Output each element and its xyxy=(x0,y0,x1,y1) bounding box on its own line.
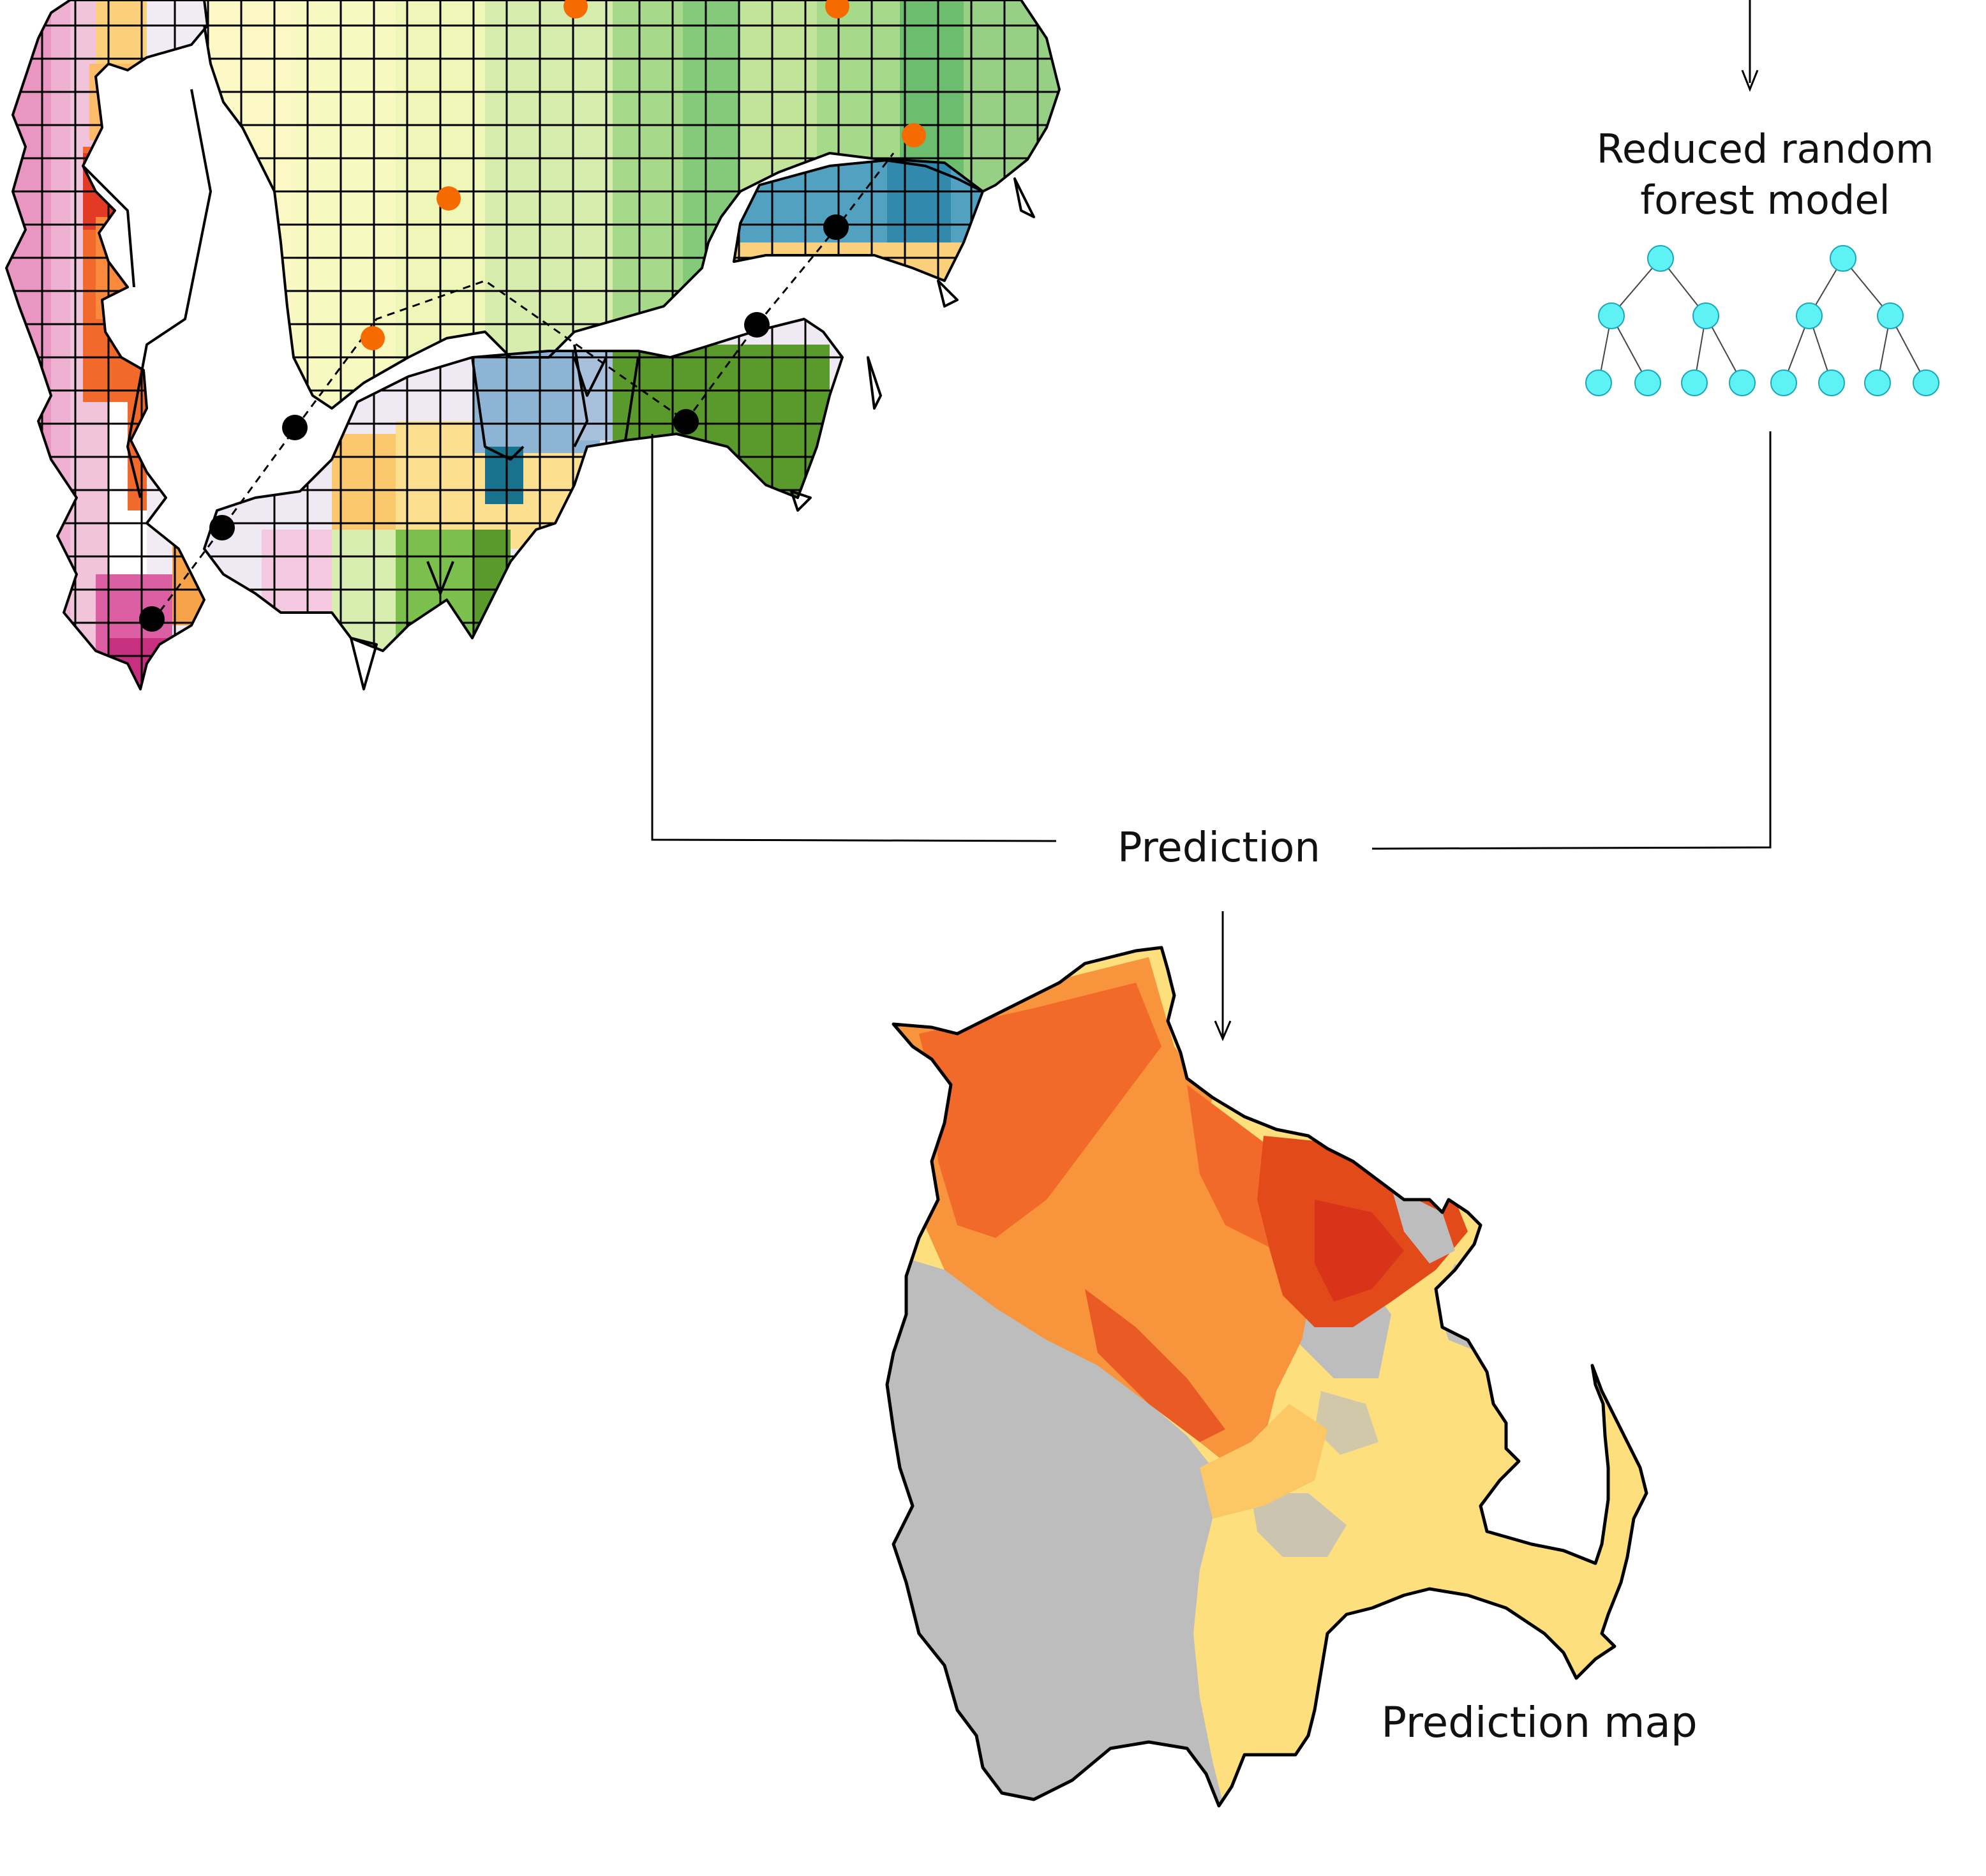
prediction-label: Prediction xyxy=(1117,824,1320,872)
prediction-map xyxy=(885,946,1648,1808)
sample-points-orange xyxy=(361,0,926,350)
highland-regions xyxy=(6,0,207,689)
sample-point xyxy=(825,0,849,19)
random-forest-trees-icon xyxy=(1585,245,1939,396)
sample-point xyxy=(744,312,770,338)
sample-points-black xyxy=(139,214,849,632)
prediction-map-label: Prediction map xyxy=(1381,1698,1697,1747)
sample-point xyxy=(139,606,165,632)
model-title-line1: Reduced random xyxy=(1597,126,1934,172)
sampling-transect xyxy=(151,153,895,623)
southern-regions xyxy=(204,319,842,651)
arrow-down-icon xyxy=(1741,0,1759,93)
region-outlines xyxy=(5,0,1061,690)
sample-point xyxy=(823,214,849,240)
training-regions-map xyxy=(5,0,1061,690)
arrow-down-icon xyxy=(1214,911,1232,1041)
sample-point xyxy=(673,409,699,435)
sample-point xyxy=(902,123,926,147)
sample-point xyxy=(437,186,461,211)
bolivia-outline xyxy=(885,946,1648,1808)
sample-point xyxy=(209,515,235,540)
sample-point xyxy=(564,0,588,19)
model-title-line2: forest model xyxy=(1640,177,1890,223)
connector-lines xyxy=(651,431,1772,850)
sample-point xyxy=(282,415,308,440)
sample-point xyxy=(361,326,385,350)
